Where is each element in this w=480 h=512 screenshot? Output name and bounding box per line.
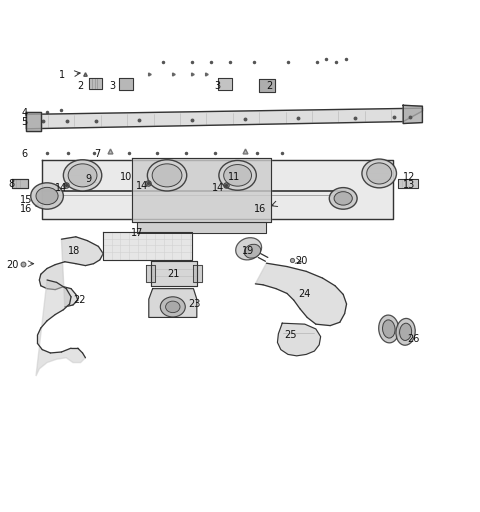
Text: 14: 14: [212, 183, 225, 193]
Ellipse shape: [152, 164, 182, 187]
Polygon shape: [149, 289, 197, 317]
Text: 12: 12: [403, 172, 416, 182]
Text: 23: 23: [188, 299, 201, 309]
Ellipse shape: [367, 163, 392, 184]
Text: 3: 3: [109, 80, 115, 91]
Polygon shape: [146, 265, 155, 283]
Text: 20: 20: [6, 260, 18, 270]
Text: 26: 26: [407, 333, 420, 344]
Text: 3: 3: [215, 80, 221, 91]
Text: 22: 22: [73, 295, 85, 305]
Text: 19: 19: [242, 246, 254, 256]
Text: 9: 9: [85, 174, 91, 184]
Polygon shape: [259, 79, 275, 92]
Text: 6: 6: [22, 149, 28, 159]
Ellipse shape: [362, 159, 396, 188]
Ellipse shape: [244, 244, 261, 258]
Text: 16: 16: [20, 204, 33, 214]
Text: 11: 11: [228, 172, 240, 182]
Text: 17: 17: [131, 228, 143, 238]
Text: 2: 2: [78, 80, 84, 91]
Polygon shape: [119, 78, 133, 90]
Ellipse shape: [68, 164, 97, 187]
Text: 14: 14: [135, 181, 148, 191]
Ellipse shape: [63, 160, 102, 191]
Ellipse shape: [219, 160, 256, 190]
Text: 4: 4: [22, 109, 28, 118]
Polygon shape: [103, 232, 192, 260]
Polygon shape: [255, 263, 347, 326]
Ellipse shape: [160, 297, 185, 317]
Ellipse shape: [224, 164, 252, 186]
Polygon shape: [398, 179, 418, 188]
Ellipse shape: [36, 187, 58, 205]
Polygon shape: [89, 78, 102, 89]
Text: 8: 8: [8, 179, 14, 189]
Ellipse shape: [399, 323, 412, 340]
Polygon shape: [26, 112, 41, 131]
Text: 5: 5: [22, 117, 28, 127]
Polygon shape: [39, 237, 103, 307]
Text: 1: 1: [59, 70, 65, 79]
Polygon shape: [137, 222, 266, 233]
Text: 13: 13: [403, 180, 416, 190]
Text: 7: 7: [95, 149, 101, 159]
Text: 25: 25: [284, 330, 297, 340]
Polygon shape: [26, 108, 422, 129]
Ellipse shape: [31, 183, 63, 209]
Text: 16: 16: [254, 204, 266, 214]
Ellipse shape: [334, 191, 352, 205]
Text: 21: 21: [168, 269, 180, 279]
Text: 10: 10: [120, 172, 132, 182]
Ellipse shape: [383, 320, 395, 338]
Polygon shape: [403, 105, 422, 123]
Ellipse shape: [236, 238, 262, 260]
Ellipse shape: [329, 187, 357, 209]
Ellipse shape: [147, 160, 187, 191]
Text: 20: 20: [295, 256, 308, 266]
Text: 18: 18: [68, 246, 81, 256]
Polygon shape: [42, 160, 393, 219]
Polygon shape: [36, 280, 85, 376]
Polygon shape: [151, 261, 197, 286]
Ellipse shape: [379, 315, 399, 343]
Ellipse shape: [166, 301, 180, 313]
Text: 15: 15: [20, 195, 33, 205]
Text: 24: 24: [299, 289, 311, 300]
Polygon shape: [132, 158, 271, 222]
Polygon shape: [277, 323, 321, 356]
Ellipse shape: [396, 318, 415, 345]
Text: 14: 14: [55, 183, 67, 193]
Text: 2: 2: [266, 80, 273, 91]
Polygon shape: [193, 265, 202, 283]
Polygon shape: [218, 78, 232, 90]
Polygon shape: [12, 179, 28, 188]
